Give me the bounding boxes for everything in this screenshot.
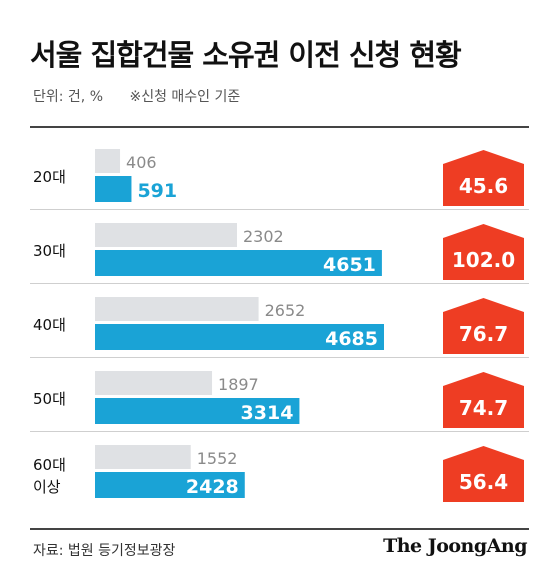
change-rate-badge [443, 150, 524, 206]
curr-bar [95, 250, 382, 276]
change-rate-label: 45.6 [459, 174, 508, 198]
change-rate-label: 74.7 [459, 396, 508, 420]
prev-value-label: 1552 [197, 449, 238, 468]
change-rate-label: 56.4 [459, 470, 508, 494]
category-label: 30대 [33, 242, 66, 260]
prev-value-label: 2652 [265, 301, 306, 320]
curr-bar [95, 472, 245, 498]
prev-value-label: 1897 [218, 375, 259, 394]
category-label: 20대 [33, 168, 66, 186]
brand-logo: The JoongAng [383, 535, 527, 557]
top-rule [30, 126, 529, 128]
source-label: 자료: 법원 등기정보광장 [33, 543, 176, 559]
curr-value-label: 4685 [325, 328, 378, 350]
change-rate-badge [443, 446, 524, 502]
category-label: 60대 이상 [33, 456, 66, 496]
prev-bar [95, 149, 121, 173]
category-label: 40대 [33, 316, 66, 334]
row-divider [30, 209, 529, 210]
curr-value-label: 2428 [186, 476, 239, 498]
change-rate-label: 102.0 [452, 248, 515, 272]
prev-value-label: 406 [126, 153, 157, 172]
curr-value-label: 591 [137, 180, 177, 202]
page-title: 서울 집합건물 소유권 이전 신청 현황 [30, 38, 462, 72]
curr-value-label: 3314 [241, 402, 294, 424]
bottom-rule [30, 528, 529, 530]
row-divider [30, 357, 529, 358]
change-rate-badge [443, 372, 524, 428]
prev-bar [95, 371, 213, 395]
change-rate-label: 76.7 [459, 322, 508, 346]
row-divider [30, 431, 529, 432]
basis-note: ※신청 매수인 기준 [129, 89, 241, 105]
curr-bar [95, 398, 300, 424]
curr-bar [95, 176, 132, 202]
prev-bar [95, 223, 238, 247]
row-divider [30, 283, 529, 284]
curr-value-label: 4651 [323, 254, 376, 276]
category-label: 50대 [33, 390, 66, 408]
change-rate-badge [443, 224, 524, 280]
change-rate-badge [443, 298, 524, 354]
curr-bar [95, 324, 384, 350]
prev-value-label: 2302 [243, 227, 284, 246]
chart-subtitle: 단위: 건, % ※신청 매수인 기준 [33, 86, 240, 106]
prev-bar [95, 297, 259, 321]
prev-bar [95, 445, 191, 469]
unit-label: 단위: 건, % [33, 89, 104, 105]
